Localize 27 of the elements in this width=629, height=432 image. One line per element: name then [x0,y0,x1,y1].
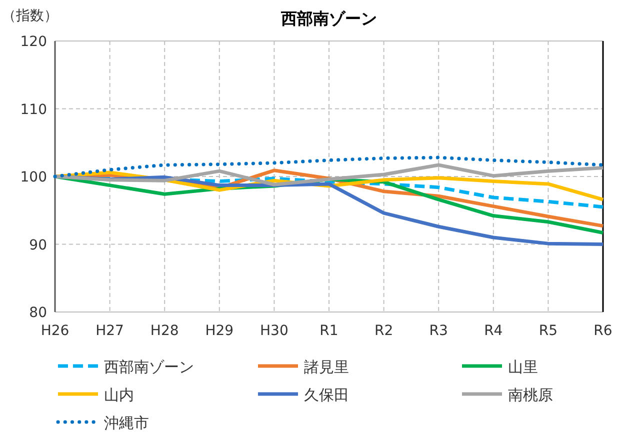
line-series [53,163,605,186]
x-tick-label: R2 [374,323,394,339]
x-tick-label: R3 [429,323,448,339]
legend-label: 久保田 [304,386,349,404]
x-tick-label: R5 [538,323,558,339]
x-tick-label: H27 [96,323,124,339]
legend-label: 西部南ゾーン [104,358,194,376]
y-tick-label: 80 [29,305,47,321]
x-tick-label: H29 [205,323,234,339]
x-tick-label: H28 [150,323,179,339]
chart-title: 西部南ゾーン [280,9,377,28]
x-tick-label: R1 [320,323,338,339]
legend-label: 山内 [104,386,134,404]
x-tick-label: H30 [260,323,288,339]
y-tick-label: 120 [20,34,47,50]
y-tick-label: 90 [29,237,47,254]
y-tick-label: 100 [20,170,47,186]
y-axis-title: （指数） [2,8,58,24]
x-tick-label: R6 [594,323,612,339]
legend-label: 南桃原 [508,386,553,404]
x-tick-label: R4 [484,323,503,339]
x-tick-label: H26 [40,323,70,339]
y-tick-label: 110 [20,102,47,118]
line-series [53,156,605,178]
legend-label: 山里 [508,358,538,376]
legend-label: 諸見里 [304,358,349,376]
legend-label: 沖縄市 [104,414,149,432]
